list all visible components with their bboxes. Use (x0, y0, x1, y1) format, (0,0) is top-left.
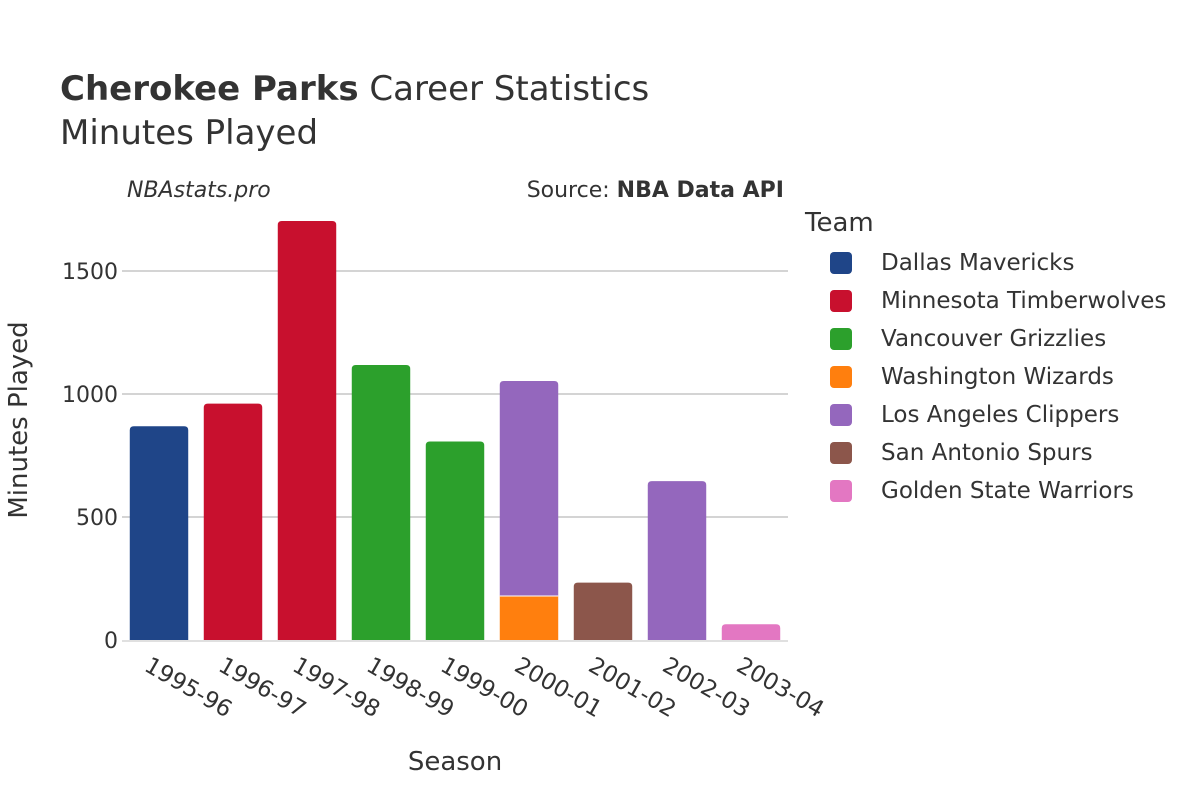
bar-2001-02-san-antonio-spurs[interactable] (573, 582, 633, 640)
legend-label: Vancouver Grizzlies (881, 326, 1107, 352)
bar-1996-97-minnesota-timberwolves[interactable] (203, 403, 263, 640)
legend-swatch (830, 290, 852, 312)
legend-label: Minnesota Timberwolves (881, 288, 1167, 314)
legend-swatch (830, 366, 852, 388)
legend-swatch (830, 252, 852, 274)
x-tick-labels: 1995-961996-971997-981998-991999-002000-… (140, 653, 828, 724)
bar-1999-00-vancouver-grizzlies[interactable] (425, 441, 485, 640)
y-tick-labels: 0 500 1000 1500 (62, 260, 118, 654)
legend-items: Dallas Mavericks Minnesota Timberwolves Va… (805, 244, 1166, 510)
player-name: Cherokee Parks (60, 69, 359, 109)
legend-swatch (830, 480, 852, 502)
bars (129, 221, 781, 640)
legend-label: Dallas Mavericks (881, 250, 1075, 276)
legend-label: San Antonio Spurs (881, 440, 1093, 466)
legend-item[interactable]: Minnesota Timberwolves (805, 282, 1166, 320)
y-tick-label: 1000 (62, 383, 118, 408)
bar-2002-03-los-angeles-clippers[interactable] (647, 481, 707, 640)
legend-swatch (830, 404, 852, 426)
bar-2000-01-washington-wizards[interactable] (499, 595, 559, 640)
watermark: NBAstats.pro (127, 178, 271, 203)
source-prefix: Source: (526, 178, 617, 203)
bar-1995-96-dallas-mavericks[interactable] (129, 426, 189, 640)
y-tick-label: 500 (76, 506, 118, 531)
legend: Team Dallas Mavericks Minnesota Timberwol… (805, 208, 1166, 510)
y-tick-label: 1500 (62, 260, 118, 285)
legend-swatch (830, 442, 852, 464)
legend-item[interactable]: Dallas Mavericks (805, 244, 1166, 282)
source-name: NBA Data API (616, 178, 784, 203)
bar-1998-99-vancouver-grizzlies[interactable] (351, 364, 411, 640)
legend-item[interactable]: Washington Wizards (805, 358, 1166, 396)
source-credit: Source: NBA Data API (527, 178, 784, 203)
legend-label: Washington Wizards (881, 364, 1114, 390)
y-axis-label: Minutes Played (4, 321, 34, 518)
y-tick-label: 0 (104, 629, 118, 654)
title-rest: Career Statistics (369, 69, 650, 109)
legend-title: Team (805, 208, 874, 238)
bar-1997-98-minnesota-timberwolves[interactable] (277, 221, 337, 640)
legend-item[interactable]: Golden State Warriors (805, 472, 1166, 510)
legend-item[interactable]: Vancouver Grizzlies (805, 320, 1166, 358)
legend-label: Golden State Warriors (881, 478, 1134, 504)
legend-item[interactable]: Los Angeles Clippers (805, 396, 1166, 434)
legend-label: Los Angeles Clippers (881, 402, 1120, 428)
bar-2000-01-los-angeles-clippers[interactable] (499, 380, 559, 596)
bar-2003-04-golden-state-warriors[interactable] (721, 624, 781, 640)
chart-title: Cherokee Parks Career Statistics (60, 68, 649, 110)
x-axis-label: Season (408, 747, 502, 777)
chart-subtitle: Minutes Played (60, 113, 319, 153)
legend-item[interactable]: San Antonio Spurs (805, 434, 1166, 472)
legend-swatch (830, 328, 852, 350)
